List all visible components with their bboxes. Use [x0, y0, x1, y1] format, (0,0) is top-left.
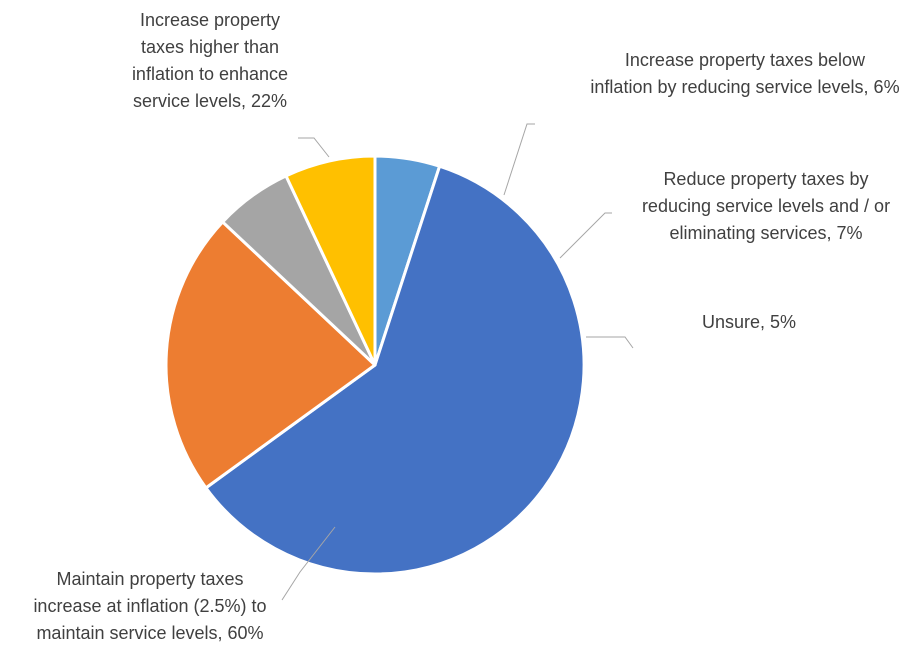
slice-label-line: service levels, 22% [133, 91, 287, 111]
leader-lines [281, 123, 634, 601]
slice-label-line: reducing service levels and / or [642, 196, 890, 216]
pie-slice-1 [204, 164, 586, 576]
pie-slice-2 [164, 220, 377, 490]
leader-line-4 [559, 212, 612, 259]
pie-slices [164, 154, 586, 576]
slice-label-line: eliminating services, 7% [669, 223, 862, 243]
slice-label-line: Increase property taxes below [625, 50, 866, 70]
leader-line-1 [281, 526, 336, 601]
slice-labels: Unsure, 5% Maintain property taxes increas… [33, 10, 899, 643]
slice-label-line: inflation by reducing service levels, 6% [590, 77, 899, 97]
slice-label-0: Unsure, 5% [702, 312, 796, 332]
slice-label-line: Reduce property taxes by [663, 169, 868, 189]
slice-label-line: inflation to enhance [132, 64, 288, 84]
slice-label-line: maintain service levels, 60% [36, 623, 263, 643]
leader-line-3 [503, 123, 535, 196]
leader-line-2 [298, 137, 330, 158]
slice-label-1: Maintain property taxes increase at infla… [33, 569, 266, 643]
slice-label-line: Unsure, 5% [702, 312, 796, 332]
slice-label-4: Reduce property taxes by reducing service… [642, 169, 890, 243]
slice-label-line: taxes higher than [141, 37, 279, 57]
slice-label-line: increase at inflation (2.5%) to [33, 596, 266, 616]
leader-line-0 [586, 336, 634, 349]
slice-label-line: Maintain property taxes [56, 569, 243, 589]
pie-slice-4 [284, 154, 377, 367]
slice-label-line: Increase property [140, 10, 280, 30]
slice-label-3: Increase property taxes below inflation b… [590, 50, 899, 97]
slice-label-2: Increase property taxes higher than inflat… [132, 10, 288, 111]
